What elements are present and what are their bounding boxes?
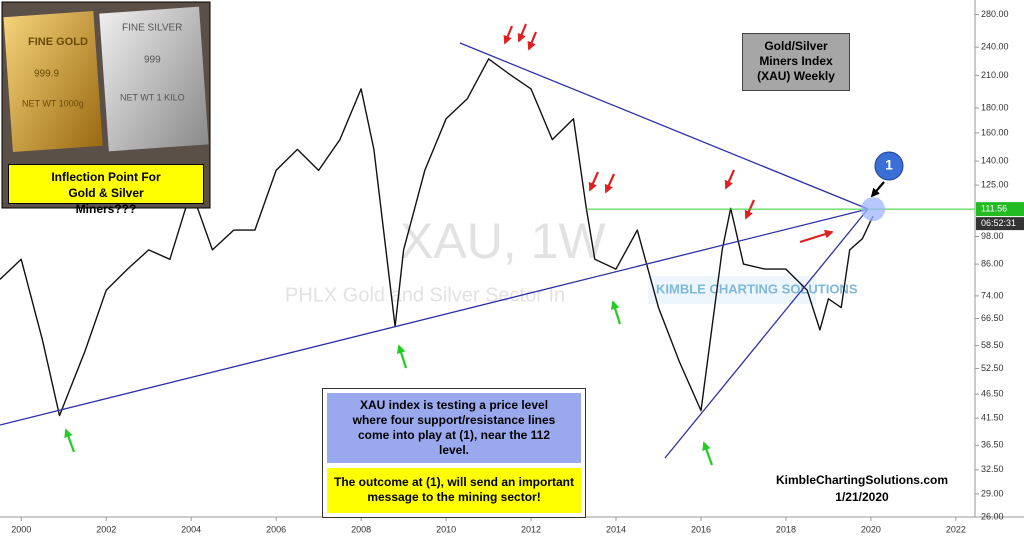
y-tick-label: 36.50 — [981, 440, 1004, 450]
y-tick-label: 58.50 — [981, 340, 1004, 350]
inflection-highlight — [861, 197, 886, 222]
y-tick-label: 180.00 — [981, 102, 1009, 112]
countdown-bg — [976, 217, 1024, 231]
x-tick-label: 2008 — [351, 524, 371, 534]
credit-site: KimbleChartingSolutions.com — [775, 473, 948, 487]
y-tick-label: 26.00 — [981, 511, 1004, 521]
watermark-subtitle: PHLX Gold and Silver Sector In — [285, 284, 565, 306]
black-arrow — [870, 181, 885, 198]
y-tick-label: 29.00 — [981, 488, 1004, 498]
price-label: 111.56 — [981, 203, 1007, 213]
logo-box — [648, 276, 816, 304]
x-tick-label: 2002 — [96, 524, 116, 534]
countdown: 06:52:31 — [981, 218, 1016, 228]
x-tick-label: 2014 — [606, 524, 626, 534]
chart-title: Gold/Silver Miners Index (XAU) Weekly — [742, 33, 850, 91]
x-tick-label: 2004 — [181, 524, 201, 534]
green-arrows — [64, 300, 714, 466]
x-tick-label: 2022 — [946, 524, 966, 534]
y-tick-label: 74.00 — [981, 290, 1004, 300]
y-tick-label: 98.00 — [981, 231, 1004, 241]
x-tick-label: 2012 — [521, 524, 541, 534]
trend-line — [664, 208, 869, 459]
y-tick-label: 240.00 — [981, 42, 1009, 52]
inset-text: FINE SILVER — [122, 23, 182, 34]
x-tick-label: 2020 — [861, 524, 881, 534]
y-tick-label: 66.50 — [981, 313, 1004, 323]
price-label-bg — [976, 202, 1024, 217]
x-tick-label: 2000 — [11, 524, 31, 534]
y-tick-label: 160.00 — [981, 127, 1009, 137]
note-box: XAU index is testing a price level where… — [322, 388, 586, 518]
watermark-logo: KIMBLE CHARTING SOLUTIONS — [656, 281, 858, 296]
inset-text: NET WT 1000g — [22, 98, 84, 108]
y-tick-label: 280.00 — [981, 9, 1009, 19]
x-tick-label: 2016 — [691, 524, 711, 534]
y-tick-label: 210.00 — [981, 70, 1009, 80]
y-tick-label: 125.00 — [981, 179, 1009, 189]
x-tick-label: 2006 — [266, 524, 286, 534]
x-tick-label: 2018 — [776, 524, 796, 534]
red-arrows — [503, 23, 834, 244]
credit-date: 1/21/2020 — [835, 490, 889, 504]
y-tick-label: 140.00 — [981, 155, 1009, 165]
y-tick-label: 46.50 — [981, 388, 1004, 398]
price-line — [0, 58, 874, 417]
y-tick-label: 32.50 — [981, 464, 1004, 474]
marker-circle — [874, 151, 904, 181]
inset-caption: Inflection Point For Gold & Silver Miner… — [8, 164, 204, 216]
y-tick-label: 52.50 — [981, 363, 1004, 373]
trend-line — [0, 208, 869, 426]
marker-label: 1 — [885, 157, 893, 173]
y-tick-label: 41.50 — [981, 413, 1004, 423]
x-tick-label: 2010 — [436, 524, 456, 534]
credit: KimbleChartingSolutions.com 1/21/2020 — [752, 472, 972, 506]
trend-line — [459, 42, 869, 210]
watermark: XAU, 1W — [400, 213, 606, 269]
note-blue: XAU index is testing a price level where… — [327, 393, 581, 463]
inset-text: NET WT 1 KILO — [120, 92, 185, 102]
inset-text: FINE GOLD — [28, 36, 88, 48]
inset-text: 999 — [144, 55, 161, 66]
y-tick-label: 86.00 — [981, 258, 1004, 268]
note-yellow: The outcome at (1), will send an importa… — [327, 468, 581, 513]
inset-text: 999.9 — [34, 69, 59, 80]
